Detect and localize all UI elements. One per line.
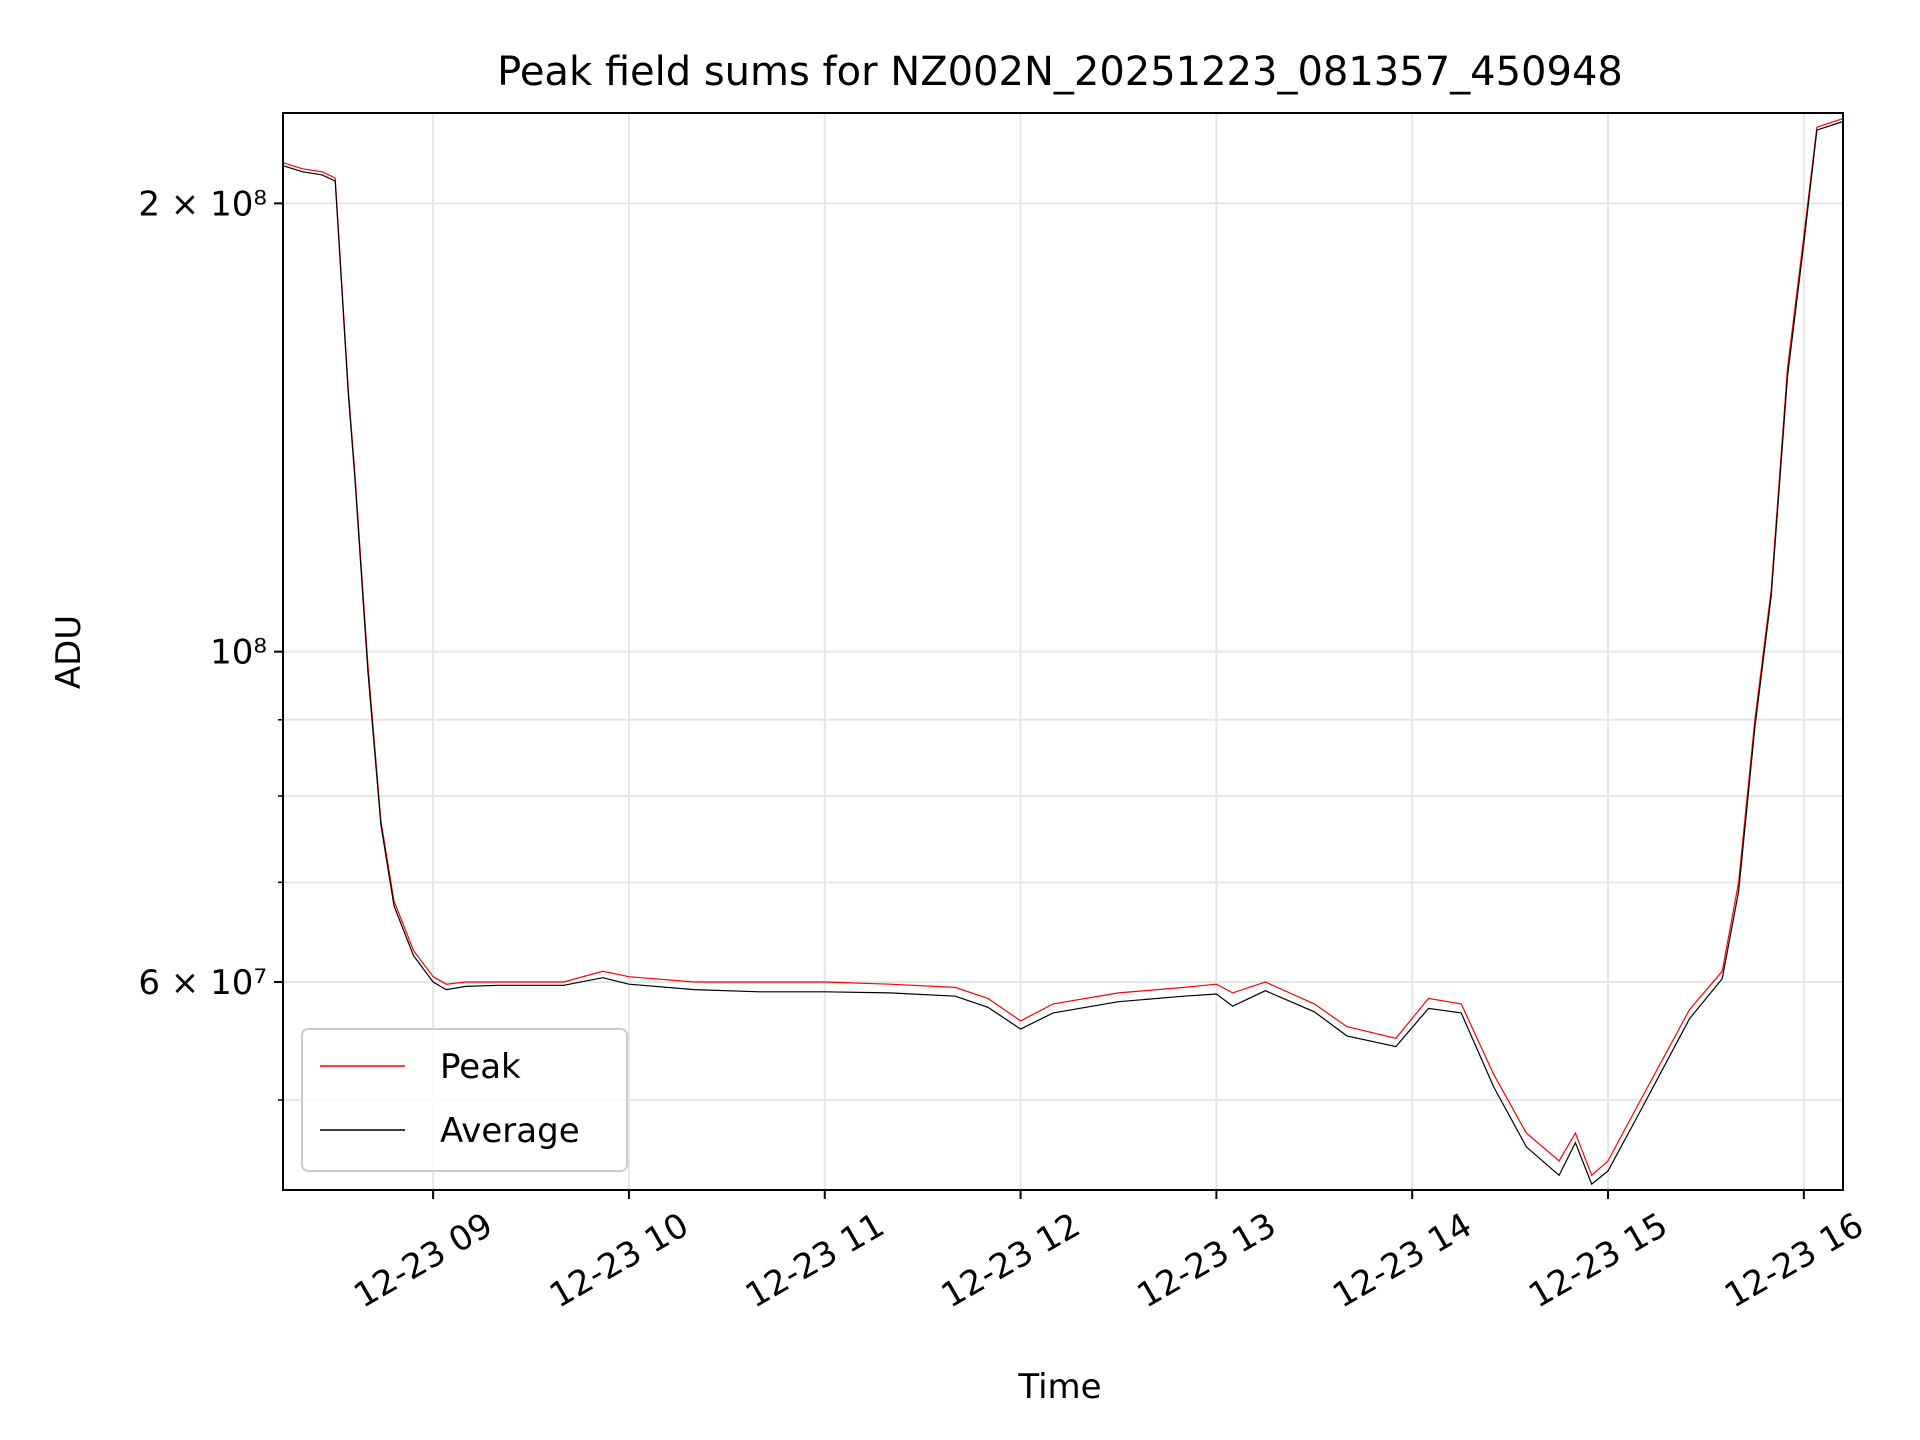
series-line-peak [282,118,1844,1177]
y-tick-label: 6 × 10⁷ [138,963,267,1003]
y-axis-ticks: 2 × 10⁸ 10⁸ 6 × 10⁷ [138,184,283,1101]
legend-box [301,1028,628,1172]
series-line-average [282,120,1844,1186]
x-axis-label: Time [1017,1367,1101,1407]
chart-title: Peak field sums for NZ002N_20251223_0813… [497,49,1623,95]
y-tick-label: 2 × 10⁸ [138,184,267,224]
legend: Peak Average [301,1028,628,1172]
legend-label-average: Average [440,1111,580,1151]
legend-label-peak: Peak [440,1047,521,1087]
y-tick-label: 10⁸ [210,633,267,673]
series-layer [282,118,1844,1186]
y-axis-label: ADU [49,615,89,689]
